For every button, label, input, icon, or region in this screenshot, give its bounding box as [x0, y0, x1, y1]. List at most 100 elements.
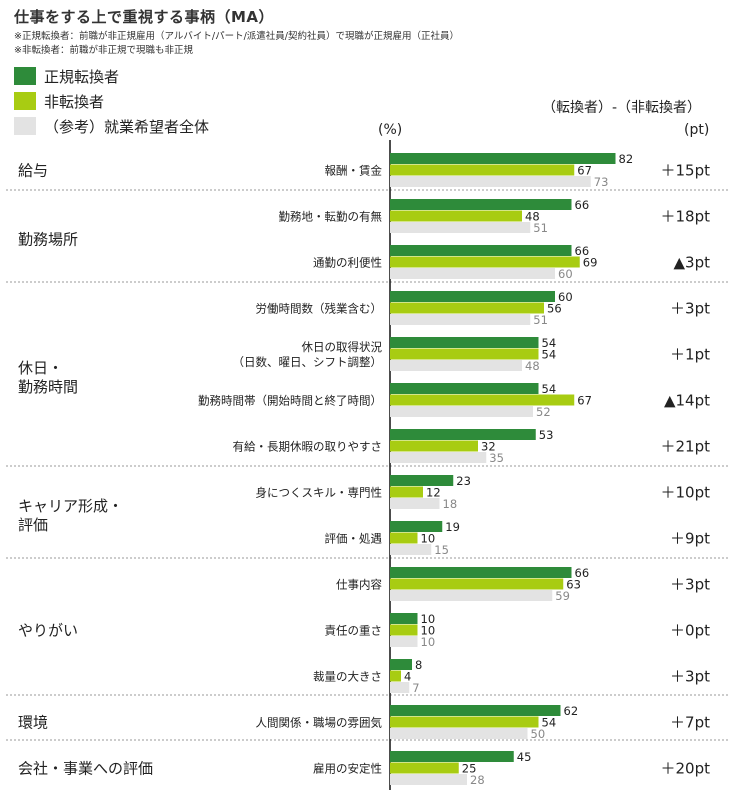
data-label: 10: [421, 612, 436, 626]
difference-unit: (pt): [684, 122, 710, 138]
bar-all-jobseekers: [390, 222, 531, 233]
data-label: 10: [421, 624, 436, 638]
bar-non-converter: [390, 486, 423, 498]
category-label: 休日の取得状況: [302, 340, 383, 354]
difference-label: ▲3pt: [674, 253, 711, 271]
bar-regular-converter: [390, 199, 572, 210]
legend-item-all-jobseekers: （参考）就業希望者全体: [14, 116, 209, 136]
data-label: 62: [564, 704, 579, 718]
difference-label: ＋0pt: [670, 621, 710, 639]
bar-regular-converter: [390, 291, 555, 302]
bar-regular-converter: [390, 475, 454, 486]
bar-non-converter: [390, 716, 539, 728]
data-label: 50: [531, 727, 546, 741]
group-label: 勤務時間: [18, 378, 78, 396]
bar-regular-converter: [390, 429, 536, 440]
bar-all-jobseekers: [390, 268, 555, 279]
category-label: 通勤の利便性: [313, 255, 382, 269]
group-label: 会社・事業への評価: [18, 759, 153, 777]
bar-all-jobseekers: [390, 544, 432, 555]
difference-label: ＋1pt: [670, 345, 710, 363]
bar-regular-converter: [390, 613, 418, 624]
bar-regular-converter: [390, 567, 572, 578]
bar-non-converter: [390, 302, 544, 314]
bar-all-jobseekers: [390, 452, 487, 463]
data-label: 73: [594, 175, 609, 189]
difference-label: ＋7pt: [670, 713, 710, 731]
data-label: 23: [456, 474, 471, 488]
difference-label: ＋20pt: [661, 759, 711, 777]
data-label: 66: [575, 244, 590, 258]
category-label: 雇用の安定性: [313, 761, 382, 775]
bar-non-converter: [390, 578, 564, 590]
bar-all-jobseekers: [390, 314, 531, 325]
data-label: 60: [558, 267, 573, 281]
data-label: 48: [525, 359, 540, 373]
bar-regular-converter: [390, 337, 539, 348]
bar-regular-converter: [390, 383, 539, 394]
chart-title: 仕事をする上で重視する事柄（MA）: [14, 8, 275, 26]
data-label: 25: [462, 762, 477, 776]
legend-item-regular-converter: 正規転換者: [14, 66, 119, 86]
data-label: 45: [517, 750, 532, 764]
legend-swatch: [14, 92, 36, 110]
category-label: 勤務地・転勤の有無: [279, 209, 383, 223]
data-label: 66: [575, 198, 590, 212]
data-label: 18: [443, 497, 458, 511]
data-label: 53: [539, 428, 554, 442]
category-label: 報酬・賃金: [325, 163, 383, 177]
group-label: やりがい: [18, 621, 78, 639]
bar-regular-converter: [390, 705, 561, 716]
data-label: 8: [415, 658, 422, 672]
data-label: 35: [489, 451, 504, 465]
difference-label: ＋3pt: [670, 667, 710, 685]
bar-non-converter: [390, 348, 539, 360]
percent-unit: (%): [378, 122, 403, 138]
group-label: キャリア形成・: [18, 497, 123, 515]
difference-label: ＋3pt: [670, 299, 710, 317]
category-label: 労働時間数（残業含む）: [256, 301, 383, 315]
data-label: 32: [481, 440, 496, 454]
category-label: 人間関係・職場の雰囲気: [256, 715, 383, 729]
bar-non-converter: [390, 256, 580, 268]
bar-regular-converter: [390, 659, 412, 670]
group-label: 評価: [18, 516, 48, 534]
legend-item-non-converter: 非転換者: [14, 91, 104, 111]
bar-all-jobseekers: [390, 360, 522, 371]
data-label: 54: [542, 348, 557, 362]
bar-regular-converter: [390, 245, 572, 256]
data-label: 15: [434, 543, 449, 557]
bar-non-converter: [390, 762, 459, 774]
bar-all-jobseekers: [390, 590, 553, 601]
data-label: 28: [470, 773, 485, 787]
data-label: 82: [619, 152, 634, 166]
data-label: 60: [558, 290, 573, 304]
bar-non-converter: [390, 624, 418, 636]
data-label: 19: [445, 520, 460, 534]
difference-label: ＋21pt: [661, 437, 711, 455]
category-label: 責任の重さ: [325, 623, 383, 637]
group-label: 環境: [18, 713, 48, 731]
difference-label: ＋18pt: [661, 207, 711, 225]
difference-label: ＋15pt: [661, 161, 711, 179]
data-label: 12: [426, 486, 441, 500]
difference-label: ＋3pt: [670, 575, 710, 593]
data-label: 54: [542, 336, 557, 350]
data-label: 10: [421, 532, 436, 546]
bar-all-jobseekers: [390, 176, 591, 187]
group-label: 勤務場所: [18, 230, 78, 248]
data-label: 51: [533, 221, 548, 235]
group-label: 給与: [18, 161, 48, 179]
bar-non-converter: [390, 670, 401, 682]
data-label: 67: [577, 164, 592, 178]
bar-all-jobseekers: [390, 774, 467, 785]
group-label: 休日・: [18, 359, 63, 377]
category-label: 身につくスキル・専門性: [256, 485, 383, 499]
bar-regular-converter: [390, 153, 616, 164]
category-label: 評価・処遇: [325, 531, 383, 545]
legend-label: 正規転換者: [44, 67, 120, 86]
bar-non-converter: [390, 394, 575, 406]
difference-label: ＋9pt: [670, 529, 710, 547]
bar-all-jobseekers: [390, 406, 533, 417]
